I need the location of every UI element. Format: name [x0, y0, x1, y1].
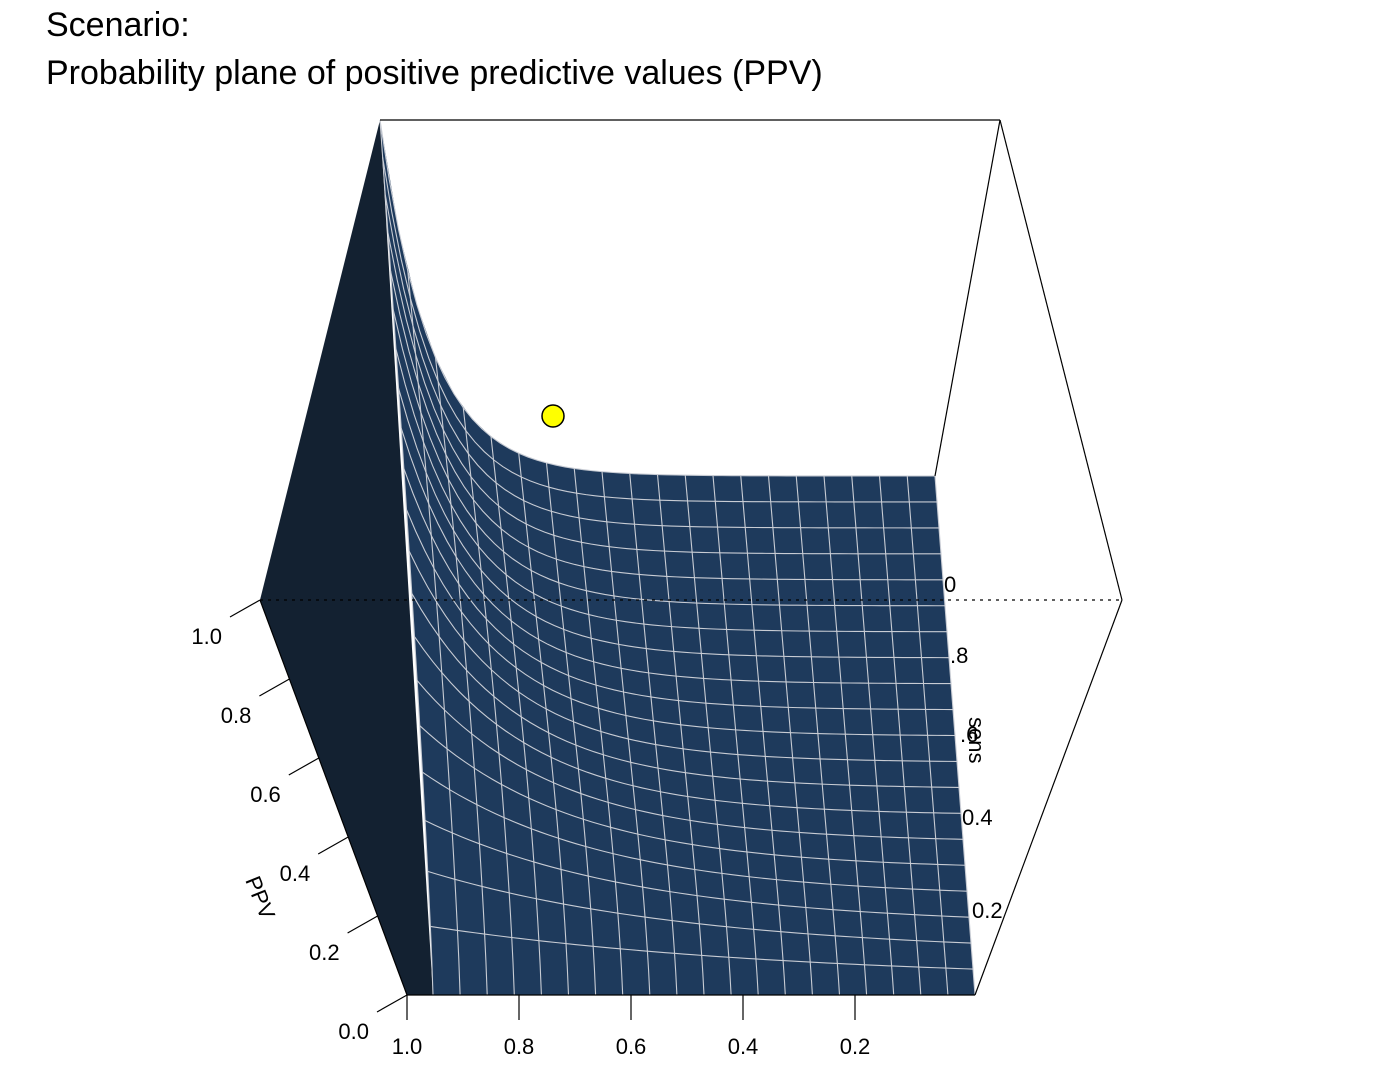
box-edge — [934, 119, 1001, 477]
surface-grid-line — [392, 309, 946, 607]
sens-tick-label: 0 — [944, 572, 956, 597]
surface-grid-line — [408, 550, 958, 762]
ppv-tick-label: 1.0 — [191, 624, 222, 649]
box-edge — [974, 599, 1123, 996]
ppv-tick-label: 0.6 — [250, 782, 281, 807]
sens-tick-label: 0.2 — [972, 898, 1003, 923]
surface-grid-line — [430, 925, 974, 970]
surface-body — [380, 120, 975, 995]
chart-title-line-2: Probability plane of positive predictive… — [46, 54, 823, 92]
surface-grid-line — [390, 271, 944, 581]
chart-title-line-1: Scenario: — [46, 6, 190, 44]
sens-tick-label: 0.4 — [962, 805, 993, 830]
sens-tick-label: .6 — [960, 722, 978, 747]
surface-grid-line — [427, 870, 972, 944]
ppv-tick-mark — [347, 915, 378, 934]
ppv-surface — [260, 119, 976, 996]
box-edge — [999, 119, 1123, 601]
ppv-tick-mark — [376, 994, 408, 1013]
surface-grid-line — [411, 593, 960, 788]
x-tick-label: 0.6 — [616, 1034, 647, 1059]
ppv-tick-mark — [317, 836, 349, 855]
surface-grid-line — [382, 157, 938, 503]
ppv-axis-title: PPV — [240, 873, 280, 923]
plot-box — [259, 119, 1123, 996]
sens-tick-label: .8 — [950, 643, 968, 668]
x-tick-label: 1.0 — [392, 1034, 423, 1059]
surface-grid-line — [414, 636, 962, 814]
x-tick-label: 0.4 — [728, 1034, 759, 1059]
x-tick-label: 0.8 — [504, 1034, 535, 1059]
surface-grid-line — [424, 820, 970, 918]
surface-grid-line — [419, 725, 966, 866]
surface-grid-line — [416, 680, 964, 840]
surface-grid-line — [405, 509, 956, 737]
ppv-tick-mark — [288, 757, 320, 776]
ppv-tick-mark — [259, 678, 290, 697]
surface-grid-line — [403, 468, 954, 711]
ppv-tick-label: 0.4 — [280, 861, 311, 886]
sens-axis-title: sens — [964, 717, 989, 763]
surface-grid-line — [384, 194, 940, 529]
box-edge — [259, 599, 408, 996]
surface-grid-line — [398, 388, 950, 659]
surface-grid-line — [395, 348, 948, 633]
surface-left-face — [260, 120, 433, 995]
ppv-tick-label: 0.0 — [338, 1019, 369, 1044]
surface-grid-line — [400, 428, 952, 685]
ppv-tick-label: 0.8 — [221, 703, 252, 728]
marked-points — [541, 404, 565, 428]
marked-point — [541, 404, 565, 428]
ppv-tick-mark — [229, 599, 261, 618]
surface-grid-line — [422, 771, 968, 892]
ppv-tick-label: 0.2 — [309, 940, 340, 965]
x-tick-label: 0.2 — [840, 1034, 871, 1059]
surface-grid-line — [387, 232, 942, 555]
surface-grid-line — [379, 119, 936, 477]
